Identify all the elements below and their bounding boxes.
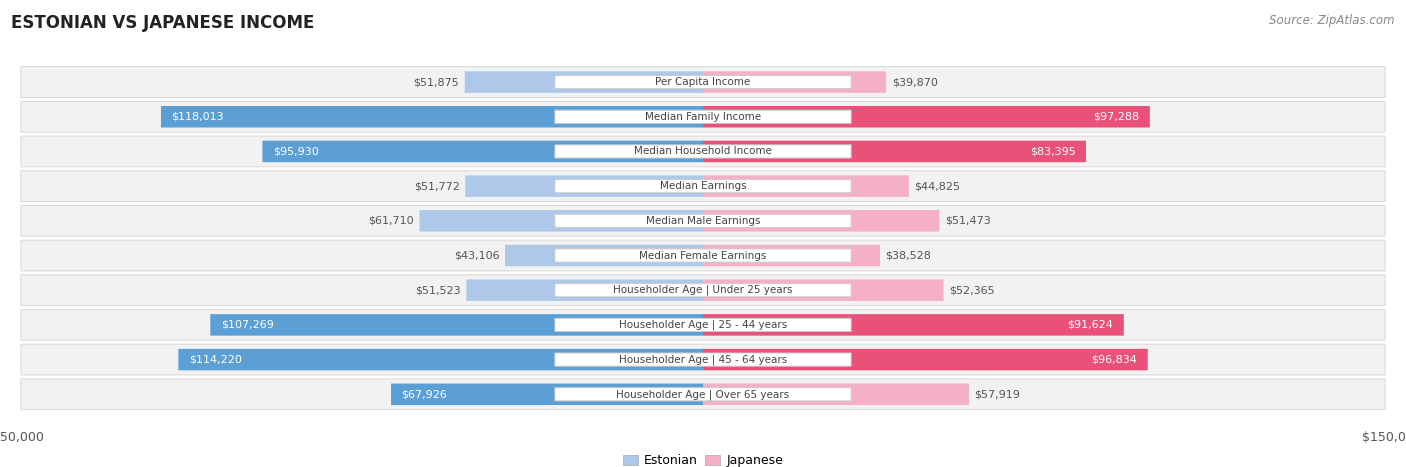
FancyBboxPatch shape: [555, 388, 851, 401]
Text: Householder Age | Over 65 years: Householder Age | Over 65 years: [616, 389, 790, 400]
Text: $52,365: $52,365: [949, 285, 994, 295]
FancyBboxPatch shape: [555, 214, 851, 227]
FancyBboxPatch shape: [21, 67, 1385, 98]
Text: $38,528: $38,528: [886, 250, 931, 261]
FancyBboxPatch shape: [555, 353, 851, 366]
FancyBboxPatch shape: [21, 275, 1385, 305]
Text: $57,919: $57,919: [974, 389, 1021, 399]
FancyBboxPatch shape: [703, 141, 1085, 162]
Text: ESTONIAN VS JAPANESE INCOME: ESTONIAN VS JAPANESE INCOME: [11, 14, 315, 32]
FancyBboxPatch shape: [21, 240, 1385, 271]
FancyBboxPatch shape: [555, 179, 851, 193]
Text: $83,395: $83,395: [1031, 147, 1076, 156]
FancyBboxPatch shape: [21, 205, 1385, 236]
Text: $95,930: $95,930: [273, 147, 319, 156]
FancyBboxPatch shape: [703, 279, 943, 301]
Text: Median Male Earnings: Median Male Earnings: [645, 216, 761, 226]
Text: $114,220: $114,220: [188, 354, 242, 365]
FancyBboxPatch shape: [160, 106, 703, 127]
FancyBboxPatch shape: [21, 101, 1385, 132]
Text: $51,523: $51,523: [415, 285, 461, 295]
FancyBboxPatch shape: [391, 383, 703, 405]
FancyBboxPatch shape: [703, 176, 908, 197]
FancyBboxPatch shape: [555, 76, 851, 89]
FancyBboxPatch shape: [703, 210, 939, 232]
Text: $96,834: $96,834: [1091, 354, 1137, 365]
FancyBboxPatch shape: [703, 71, 886, 93]
FancyBboxPatch shape: [703, 349, 1147, 370]
FancyBboxPatch shape: [21, 171, 1385, 201]
FancyBboxPatch shape: [263, 141, 703, 162]
Text: $51,772: $51,772: [413, 181, 460, 191]
Text: Householder Age | 45 - 64 years: Householder Age | 45 - 64 years: [619, 354, 787, 365]
FancyBboxPatch shape: [21, 379, 1385, 410]
FancyBboxPatch shape: [555, 145, 851, 158]
Text: $91,624: $91,624: [1067, 320, 1114, 330]
FancyBboxPatch shape: [703, 314, 1123, 336]
Text: Median Household Income: Median Household Income: [634, 147, 772, 156]
Text: $44,825: $44,825: [914, 181, 960, 191]
FancyBboxPatch shape: [505, 245, 703, 266]
Text: Median Family Income: Median Family Income: [645, 112, 761, 122]
FancyBboxPatch shape: [419, 210, 703, 232]
FancyBboxPatch shape: [21, 136, 1385, 167]
FancyBboxPatch shape: [703, 106, 1150, 127]
Text: $51,473: $51,473: [945, 216, 991, 226]
Text: $97,288: $97,288: [1094, 112, 1139, 122]
FancyBboxPatch shape: [703, 383, 969, 405]
FancyBboxPatch shape: [179, 349, 703, 370]
Text: $61,710: $61,710: [368, 216, 413, 226]
Legend: Estonian, Japanese: Estonian, Japanese: [617, 449, 789, 467]
Text: $39,870: $39,870: [891, 77, 938, 87]
Text: Median Female Earnings: Median Female Earnings: [640, 250, 766, 261]
FancyBboxPatch shape: [703, 245, 880, 266]
FancyBboxPatch shape: [555, 110, 851, 123]
FancyBboxPatch shape: [555, 249, 851, 262]
Text: $51,875: $51,875: [413, 77, 460, 87]
Text: $43,106: $43,106: [454, 250, 499, 261]
Text: Householder Age | 25 - 44 years: Householder Age | 25 - 44 years: [619, 319, 787, 330]
FancyBboxPatch shape: [465, 71, 703, 93]
FancyBboxPatch shape: [555, 318, 851, 332]
FancyBboxPatch shape: [467, 279, 703, 301]
FancyBboxPatch shape: [465, 176, 703, 197]
Text: Householder Age | Under 25 years: Householder Age | Under 25 years: [613, 285, 793, 296]
FancyBboxPatch shape: [555, 283, 851, 297]
Text: $107,269: $107,269: [221, 320, 274, 330]
FancyBboxPatch shape: [21, 344, 1385, 375]
Text: $118,013: $118,013: [172, 112, 224, 122]
FancyBboxPatch shape: [211, 314, 703, 336]
Text: Per Capita Income: Per Capita Income: [655, 77, 751, 87]
Text: Median Earnings: Median Earnings: [659, 181, 747, 191]
FancyBboxPatch shape: [21, 310, 1385, 340]
Text: $67,926: $67,926: [401, 389, 447, 399]
Text: Source: ZipAtlas.com: Source: ZipAtlas.com: [1270, 14, 1395, 27]
